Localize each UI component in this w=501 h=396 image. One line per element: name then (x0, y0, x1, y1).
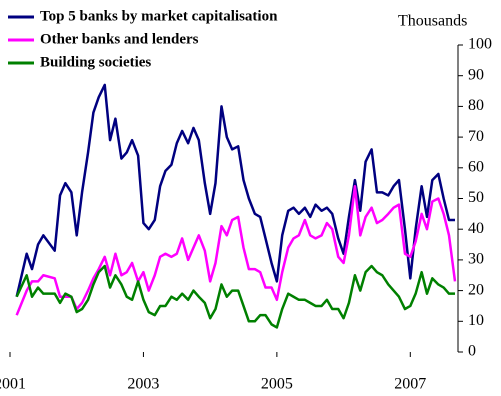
series-line (15, 184, 457, 316)
y-tick-label: 60 (468, 158, 484, 175)
y-axis-label: Thousands (398, 13, 467, 30)
y-tick-label: 10 (468, 312, 484, 329)
y-tick-label: 70 (468, 128, 484, 145)
series-line (15, 264, 455, 329)
y-tick-label: 90 (468, 66, 484, 83)
legend-label: Top 5 banks by market capitalisation (40, 8, 278, 24)
x-tick-label: 2001 (0, 376, 26, 393)
x-tick-label: 2003 (127, 376, 159, 393)
x-tick-label: 2007 (394, 376, 426, 393)
series-line (15, 83, 455, 298)
y-tick-label: 20 (468, 281, 484, 298)
legend-label: Building societies (40, 54, 151, 70)
x-tick-label: 2005 (261, 376, 293, 393)
y-tick-label: 80 (468, 97, 484, 114)
y-tick-label: 0 (468, 343, 476, 360)
y-tick-label: 100 (468, 36, 492, 53)
y-tick-label: 40 (468, 220, 484, 237)
y-tick-label: 50 (468, 189, 484, 206)
legend-label: Other banks and lenders (40, 31, 199, 47)
y-tick-label: 30 (468, 251, 484, 268)
